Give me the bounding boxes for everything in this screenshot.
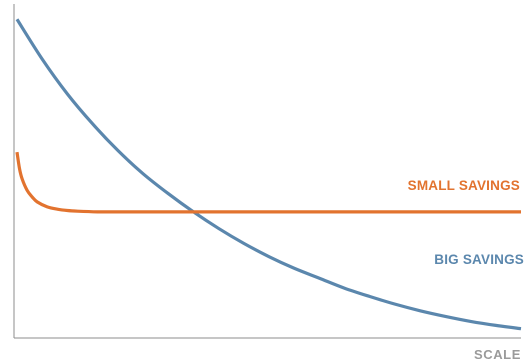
series-line-small-savings <box>15 151 521 214</box>
series-line-big-savings <box>15 18 522 331</box>
series-label-small-savings: SMALL SAVINGS <box>408 178 520 193</box>
chart-axes <box>13 4 521 339</box>
chart-lines <box>15 18 522 331</box>
series-label-big-savings: BIG SAVINGS <box>434 252 524 267</box>
x-axis-label: SCALE <box>474 347 521 362</box>
